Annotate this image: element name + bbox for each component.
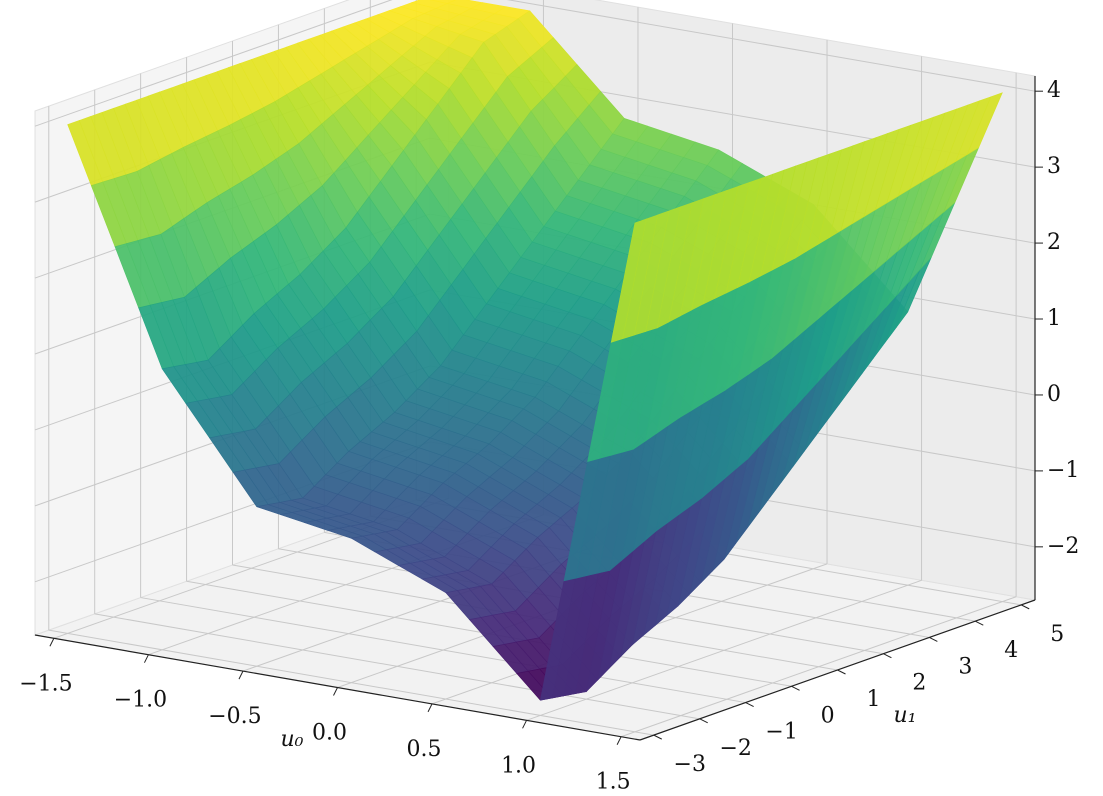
grid-line [140,597,746,704]
x-tick-label: 0.5 [407,737,442,762]
grid-line [94,613,700,720]
z-tick-label: 1 [1047,306,1061,331]
y-tick-label: 1 [867,687,881,712]
x-tick [49,638,55,647]
z-tick-label: 4 [1047,78,1061,103]
z-tick-label: 3 [1047,154,1061,179]
y-tick-label: −3 [674,752,706,777]
grid-line [48,629,654,736]
x-tick [333,687,338,696]
y-tick [653,734,663,740]
z-tick-label: 2 [1047,230,1061,255]
y-tick [929,636,938,642]
grid-line [34,0,393,127]
y-tick [883,653,892,659]
x-tick-label: 0.0 [312,721,347,746]
x-axis-label: u₀ [281,727,304,752]
y-tick [699,718,708,724]
y-tick-label: 4 [1004,638,1018,663]
x-tick [522,720,528,729]
x-tick-label: 1.5 [596,770,631,792]
surface-patch [610,218,647,343]
y-tick-label: −2 [719,736,751,761]
x-tick-label: −1.0 [114,688,167,713]
y-tick-label: 0 [821,703,835,728]
x-tick [238,670,244,680]
z-tick-label: 0 [1047,382,1061,407]
y-tick [1020,604,1030,610]
y-tick [791,685,800,691]
z-tick-label: −1 [1047,458,1079,483]
y-tick-label: 5 [1050,622,1064,647]
z-tick-label: −2 [1047,534,1079,559]
y-tick-label: −1 [765,720,797,745]
y-tick-label: 2 [912,671,926,696]
y-tick [837,669,846,675]
y-tick [975,620,984,626]
grid-line [506,0,1036,92]
x-tick-label: 1.0 [501,753,536,778]
x-tick [427,703,433,713]
y-axis-label: u₁ [894,703,917,728]
x-tick-label: −0.5 [208,704,261,729]
x-tick [616,736,622,745]
x-tick-label: −1.5 [19,671,72,696]
y-tick [745,702,754,708]
x-tick [143,654,149,663]
y-tick-label: 3 [958,654,972,679]
